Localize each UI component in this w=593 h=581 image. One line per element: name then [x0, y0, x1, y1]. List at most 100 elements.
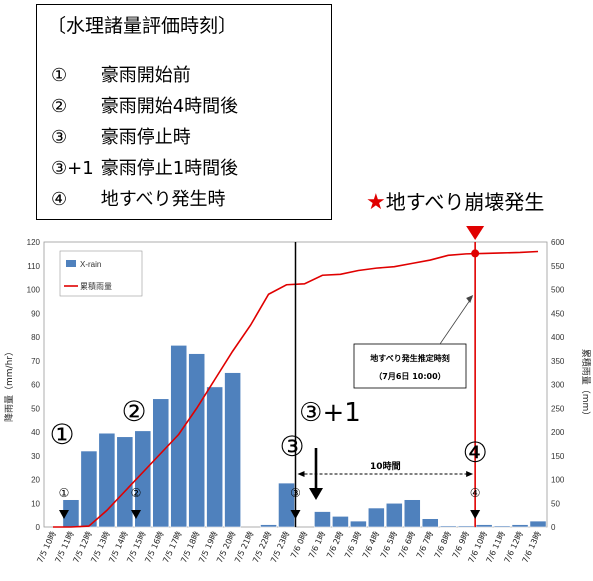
- legend-item-3: ③ 豪雨停止時: [51, 123, 191, 149]
- x-tick-label: 7/6 5時: [379, 530, 399, 560]
- legend-symbol: ③: [51, 127, 68, 148]
- y-right-tick-label: 400: [551, 333, 565, 342]
- legend-item-1: ① 豪雨開始前: [51, 61, 191, 87]
- y-left-tick-label: 20: [31, 476, 40, 485]
- bar: [206, 386, 224, 528]
- bar: [332, 516, 349, 528]
- y-right-tick-label: 100: [551, 476, 565, 485]
- bar: [98, 432, 116, 528]
- small-triangle-marker: [131, 510, 141, 519]
- big-marker-3p1: ③+1: [299, 398, 361, 428]
- interval-label: 10時間: [370, 460, 401, 472]
- bar: [367, 507, 385, 528]
- small-marker-3: ③: [290, 486, 301, 500]
- x-tick-label: 7/6 6時: [397, 530, 417, 560]
- y-right-tick-label: 600: [551, 238, 565, 247]
- legend-swatch-bar: [66, 260, 76, 267]
- big-marker-2: ②: [121, 395, 146, 428]
- y-left-axis-title: 降雨量（mm/hr）: [3, 347, 15, 422]
- y-right-tick-label: 250: [551, 404, 565, 413]
- bar: [188, 353, 206, 528]
- y-right-tick-label: 550: [551, 262, 565, 271]
- small-marker-2: ②: [131, 486, 142, 500]
- y-right-tick-label: 350: [551, 357, 565, 366]
- bar: [278, 482, 295, 528]
- x-tick-label: 7/6 3時: [343, 530, 363, 560]
- small-triangle-marker: [290, 510, 301, 519]
- legend-symbol: ①: [51, 65, 68, 86]
- x-tick-label: 7/6 0時: [289, 530, 309, 560]
- y-right-tick-label: 300: [551, 381, 565, 390]
- annotation-leader: [439, 296, 473, 345]
- evaluation-times-legend: 〔水理諸量評価時刻〕 ① 豪雨開始前 ② 豪雨開始4時間後 ③ 豪雨停止時 ③+…: [36, 4, 332, 220]
- legend-item-4: ④ 地すべり発生時: [51, 185, 225, 211]
- y-left-tick-label: 100: [27, 286, 41, 295]
- y-left-tick-label: 70: [31, 357, 40, 366]
- bar: [224, 372, 242, 528]
- y-left-tick-label: 60: [31, 381, 40, 390]
- bar: [439, 525, 457, 528]
- legend-label-line: 累積雨量: [80, 281, 112, 291]
- x-tick-label: 7/6 4時: [361, 530, 381, 560]
- x-tick-label: 7/6 7時: [415, 530, 435, 560]
- y-right-tick-label: 150: [551, 452, 565, 461]
- bar: [475, 524, 493, 528]
- y-left-tick-label: 50: [31, 404, 40, 413]
- y-left-tick-label: 30: [31, 452, 40, 461]
- x-tick-label: 7/6 9時: [451, 530, 471, 560]
- legend-symbol: ③+1: [51, 158, 94, 179]
- legend-header: 〔水理諸量評価時刻〕: [47, 15, 238, 37]
- bar: [116, 436, 134, 528]
- bar: [80, 450, 98, 528]
- legend-symbol: ④: [51, 189, 68, 210]
- y-left-tick-label: 0: [36, 523, 41, 532]
- small-marker-1: ①: [59, 486, 70, 500]
- legend-symbol: ②: [51, 96, 68, 117]
- big-marker-4: ④: [463, 436, 488, 469]
- big-marker-3: ③: [279, 430, 304, 463]
- landslide-collapse-label: ★地すべり崩壊発生: [366, 186, 544, 215]
- y-left-tick-label: 80: [31, 333, 40, 342]
- legend-item-3p1: ③+1 豪雨停止1時間後: [51, 154, 238, 180]
- annotation-line-2: （7月6日 10:00）: [374, 371, 445, 381]
- annotation-arrowhead: [466, 295, 474, 303]
- x-tick-label: 7/6 1時: [307, 530, 327, 560]
- bar: [260, 524, 277, 528]
- interval-arrowhead-left: [297, 471, 305, 477]
- interval-arrowhead-right: [466, 471, 474, 477]
- small-triangle-marker: [470, 510, 481, 519]
- small-marker-4: ④: [470, 486, 481, 500]
- bar: [170, 345, 188, 528]
- annotation-line-1: 地すべり発生推定時刻: [370, 353, 449, 363]
- y-right-tick-label: 50: [551, 499, 560, 508]
- x-tick-label: 7/6 2時: [325, 530, 345, 560]
- annotation-box: [353, 343, 467, 389]
- x-tick-label: 7/6 8時: [433, 530, 453, 560]
- y-right-tick-label: 0: [551, 523, 556, 532]
- legend-text: 豪雨停止1時間後: [100, 158, 239, 179]
- y-left-tick-label: 120: [27, 238, 41, 247]
- bar: [403, 499, 421, 528]
- landslide-triangle-marker: [466, 226, 485, 240]
- y-left-tick-label: 40: [31, 428, 40, 437]
- y-right-tick-label: 200: [551, 428, 565, 437]
- down-arrow-head: [309, 488, 323, 500]
- legend-text: 豪雨停止時: [100, 127, 191, 148]
- bar: [493, 525, 511, 528]
- legend-item-2: ② 豪雨開始4時間後: [51, 92, 238, 118]
- bar: [349, 520, 367, 528]
- y-right-axis-title: 累積雨量（mm）: [580, 349, 592, 421]
- y-left-tick-label: 10: [31, 499, 40, 508]
- bar: [529, 520, 547, 528]
- y-right-tick-label: 450: [551, 309, 565, 318]
- bar: [314, 511, 331, 528]
- big-marker-1: ①: [49, 418, 74, 451]
- bar: [421, 518, 439, 528]
- y-right-tick-label: 500: [551, 286, 565, 295]
- small-triangle-marker: [59, 510, 69, 519]
- landslide-point: [471, 249, 480, 258]
- bar: [134, 430, 152, 528]
- bar: [511, 524, 529, 528]
- y-left-tick-label: 110: [27, 262, 40, 271]
